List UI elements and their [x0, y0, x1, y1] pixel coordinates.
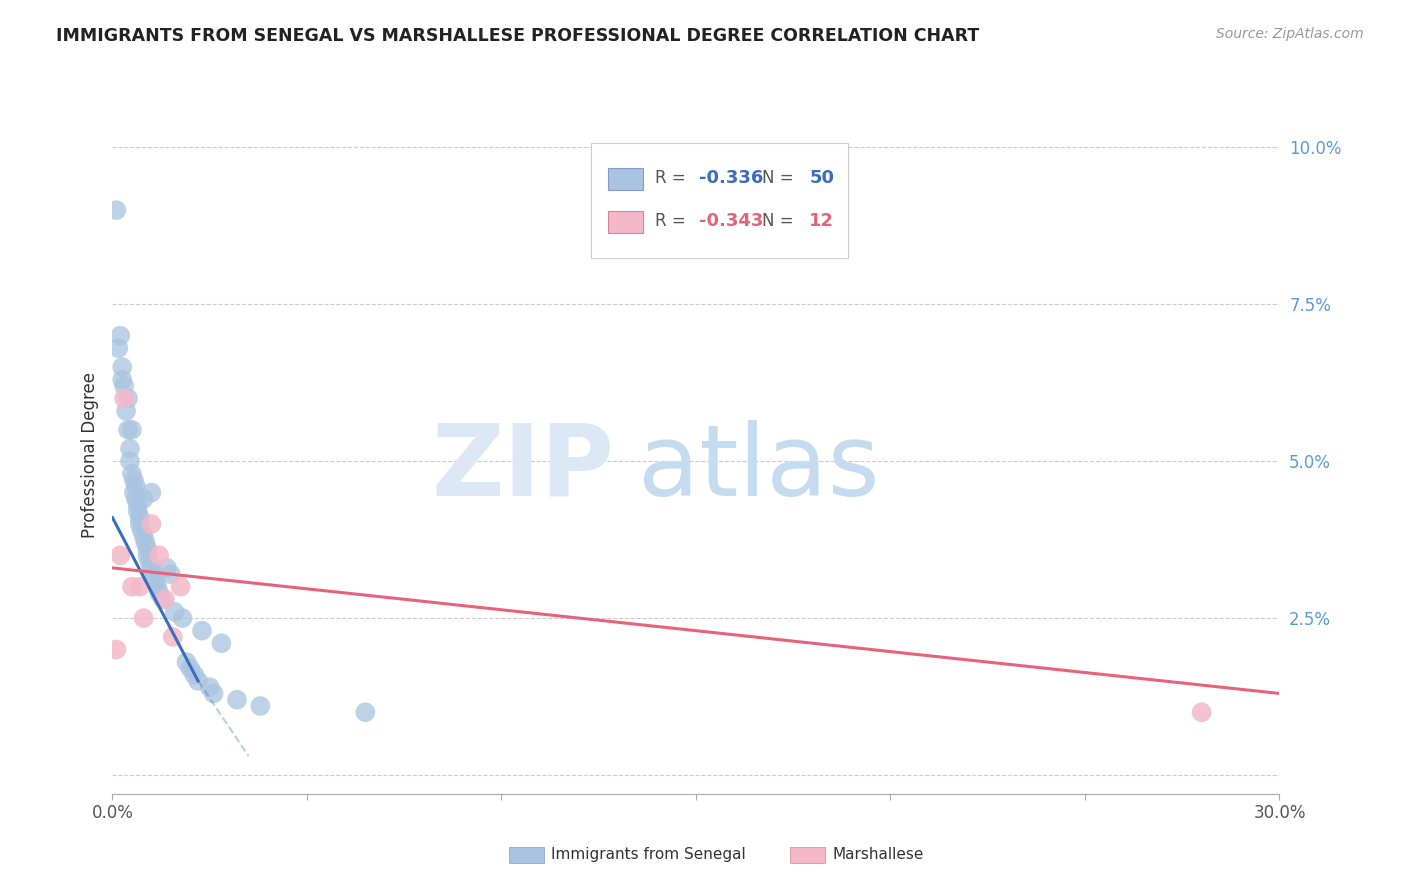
Point — [111, 373, 134, 387]
Point — [118, 454, 141, 468]
Point — [132, 491, 155, 506]
Text: N =: N = — [762, 212, 800, 230]
Point — [179, 661, 201, 675]
Point — [142, 567, 165, 582]
Point — [138, 555, 160, 569]
Point — [136, 549, 159, 563]
Point — [121, 423, 143, 437]
Point — [112, 379, 135, 393]
Point — [187, 673, 209, 688]
Text: N =: N = — [762, 169, 800, 187]
Point — [122, 485, 145, 500]
Point — [115, 404, 138, 418]
Point — [128, 580, 150, 594]
Point — [163, 605, 186, 619]
Point — [127, 504, 149, 518]
Text: Marshallese: Marshallese — [832, 847, 924, 862]
Point — [160, 567, 183, 582]
Text: IMMIGRANTS FROM SENEGAL VS MARSHALLESE PROFESSIONAL DEGREE CORRELATION CHART: IMMIGRANTS FROM SENEGAL VS MARSHALLESE P… — [56, 27, 980, 45]
Point — [121, 467, 143, 481]
Point — [148, 549, 170, 563]
Point — [128, 516, 150, 531]
Text: R =: R = — [655, 212, 692, 230]
Point — [136, 542, 159, 557]
Point — [125, 491, 148, 506]
Point — [141, 485, 163, 500]
Text: ZIP: ZIP — [432, 420, 614, 517]
Point — [110, 549, 132, 563]
Point — [141, 516, 163, 531]
Point — [121, 580, 143, 594]
Point — [110, 328, 132, 343]
Point — [132, 611, 155, 625]
Point — [1191, 706, 1213, 720]
Point — [117, 392, 139, 406]
Point — [118, 442, 141, 456]
Point — [111, 359, 134, 374]
Point — [125, 479, 148, 493]
Point — [209, 636, 232, 650]
Point — [107, 341, 129, 355]
Point — [117, 423, 139, 437]
Point — [146, 580, 169, 594]
Y-axis label: Professional Degree: Professional Degree — [80, 372, 98, 538]
FancyBboxPatch shape — [609, 211, 644, 233]
Point — [176, 655, 198, 669]
Point — [202, 686, 225, 700]
Text: -0.343: -0.343 — [699, 212, 763, 230]
Text: 12: 12 — [810, 212, 834, 230]
Point — [135, 536, 157, 550]
Point — [132, 529, 155, 543]
Point — [148, 586, 170, 600]
Point — [131, 523, 153, 537]
Point — [169, 580, 191, 594]
Text: Source: ZipAtlas.com: Source: ZipAtlas.com — [1216, 27, 1364, 41]
Point — [183, 667, 205, 681]
Point — [156, 561, 179, 575]
Point — [249, 698, 271, 713]
Point — [141, 561, 163, 575]
Point — [127, 498, 149, 512]
Text: 50: 50 — [810, 169, 834, 187]
Point — [162, 630, 184, 644]
Point — [153, 592, 176, 607]
Point — [128, 510, 150, 524]
FancyBboxPatch shape — [591, 143, 848, 259]
Point — [143, 574, 166, 588]
Point — [198, 680, 221, 694]
Point — [191, 624, 214, 638]
Point — [152, 592, 174, 607]
Point — [105, 203, 128, 218]
Point — [226, 692, 249, 706]
Point — [122, 473, 145, 487]
Text: -0.336: -0.336 — [699, 169, 763, 187]
Point — [172, 611, 194, 625]
FancyBboxPatch shape — [609, 169, 644, 190]
Text: Immigrants from Senegal: Immigrants from Senegal — [551, 847, 747, 862]
Point — [105, 642, 128, 657]
Point — [112, 392, 135, 406]
Text: R =: R = — [655, 169, 692, 187]
Text: atlas: atlas — [638, 420, 879, 517]
Point — [354, 706, 377, 720]
